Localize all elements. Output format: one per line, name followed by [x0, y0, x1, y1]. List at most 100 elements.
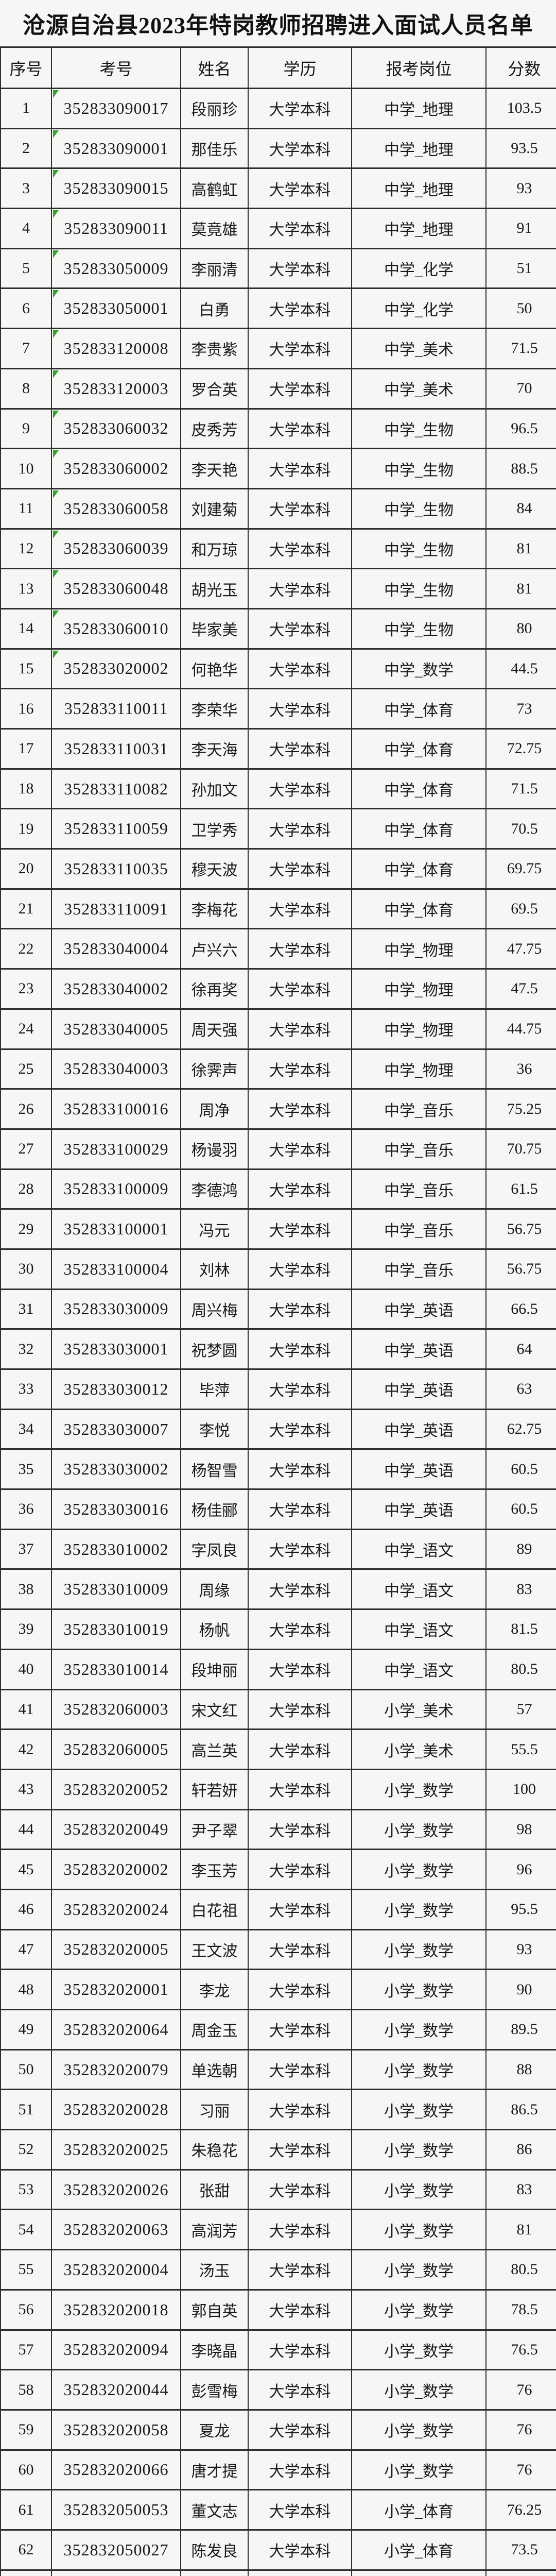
cell-seq: 15: [0, 648, 52, 690]
column-header-position: 报考岗位: [351, 46, 486, 89]
cell-education: 大学本科: [248, 448, 352, 489]
cell-education: 大学本科: [248, 2129, 352, 2171]
table-row: 57 352832020094 李晓晶 大学本科 小学_数学 76.5: [0, 2329, 556, 2371]
cell-name: 刘建菊: [180, 487, 249, 530]
cell-seq: 57: [0, 2329, 52, 2371]
cell-education: 大学本科: [248, 1008, 352, 1050]
cell-education: 大学本科: [248, 167, 352, 210]
cell-score: 60.5: [485, 1488, 556, 1530]
table-row: 42 352832060005 高兰英 大学本科 小学_美术 55.5: [0, 1728, 556, 1770]
cell-score: 88.5: [485, 448, 556, 489]
cell-exam-no: 352832060003: [51, 1688, 181, 1731]
cell-name: 李天艳: [180, 448, 249, 489]
cell-exam-no: 352833110011: [51, 688, 181, 730]
cell-exam-no: 352833110059: [51, 808, 181, 850]
cell-position: 小学_数学: [351, 2249, 486, 2291]
table-row: 33 352833030012 毕萍 大学本科 中学_英语 63: [0, 1368, 556, 1410]
cell-name: 李玉芳: [180, 1849, 249, 1890]
cell-education: 大学本科: [248, 2089, 352, 2131]
cell-score: 73.5: [485, 2529, 556, 2571]
cell-name: 和万琼: [180, 528, 249, 570]
cell-position: 小学_数学: [351, 2089, 486, 2131]
cell-position: 中学_英语: [351, 1408, 486, 1450]
cell-exam-no: 352833090001: [51, 127, 181, 170]
cell-seq: 46: [0, 1888, 52, 1930]
cell-education: 大学本科: [248, 648, 352, 690]
cell-seq: 19: [0, 808, 52, 850]
cell-name: 字凤良: [180, 1528, 249, 1570]
cell-seq: 17: [0, 728, 52, 770]
cell-name: 周缘: [180, 1568, 249, 1611]
table-row: 53 352832020026 张甜 大学本科 小学_数学 83: [0, 2168, 556, 2211]
cell-position: 中学_音乐: [351, 1208, 486, 1250]
cell-seq: 38: [0, 1568, 52, 1611]
cell-exam-no: 352832020024: [51, 1888, 181, 1930]
cell-seq: 22: [0, 928, 52, 970]
cell-name: 高兰英: [180, 1728, 249, 1770]
cell-exam-no: 352833030007: [51, 1408, 181, 1450]
cell-name: 李丽清: [180, 247, 249, 290]
table-row: 48 352832020001 李龙 大学本科 小学_数学 90: [0, 1969, 556, 2010]
cell-name: 尹子翠: [180, 1808, 249, 1851]
cell-education: 大学本科: [248, 2168, 352, 2211]
cell-score: 81: [485, 568, 556, 609]
cell-score: 62.75: [485, 1408, 556, 1450]
cell-score: 76.25: [485, 2489, 556, 2531]
cell-seq: 53: [0, 2168, 52, 2211]
cell-seq: 47: [0, 1928, 52, 1971]
cell-exam-no: 352832020094: [51, 2329, 181, 2371]
table-row: 19 352833110059 卫学秀 大学本科 中学_体育 70.5: [0, 808, 556, 850]
cell-position: 小学_数学: [351, 2168, 486, 2211]
cell-name: 段坤丽: [180, 1648, 249, 1690]
page-title: 沧源自治县2023年特岗教师招聘进入面试人员名单: [23, 13, 533, 38]
cell-score: 55.5: [485, 1728, 556, 1770]
cell-position: 中学_物理: [351, 1008, 486, 1050]
cell-seq: 40: [0, 1648, 52, 1690]
cell-position: 小学_体育: [351, 2569, 486, 2576]
cell-seq: 23: [0, 968, 52, 1010]
cell-exam-no: 352833120008: [51, 328, 181, 369]
table-row: 46 352832020024 白花祖 大学本科 小学_数学 95.5: [0, 1888, 556, 1930]
cell-position: 小学_数学: [351, 2129, 486, 2171]
cell-education: 大学本科: [248, 848, 352, 890]
cell-exam-no: 352833120003: [51, 367, 181, 410]
table-row: 50 352832020079 单选朝 大学本科 小学_数学 88: [0, 2048, 556, 2091]
cell-name: 周兴梅: [180, 1288, 249, 1330]
cell-position: 小学_数学: [351, 2209, 486, 2251]
table-row: 12 352833060039 和万琼 大学本科 中学_生物 81: [0, 528, 556, 570]
table-row: 11 352833060058 刘建菊 大学本科 中学_生物 84: [0, 487, 556, 530]
cell-seq: 52: [0, 2129, 52, 2171]
cell-score: 86.5: [485, 2089, 556, 2131]
cell-education: 大学本科: [248, 968, 352, 1010]
cell-education: 大学本科: [248, 568, 352, 609]
cell-exam-no: 352832020058: [51, 2409, 181, 2451]
cell-seq: 50: [0, 2048, 52, 2091]
cell-education: 大学本科: [248, 2048, 352, 2091]
column-header-score: 分数: [485, 46, 556, 89]
cell-position: 中学_音乐: [351, 1128, 486, 1170]
cell-position: 中学_地理: [351, 127, 486, 170]
table-row: 58 352832020044 彭雪梅 大学本科 小学_数学 76: [0, 2369, 556, 2411]
cell-name: 周净: [180, 1088, 249, 1130]
cell-education: 大学本科: [248, 2529, 352, 2571]
cell-position: 中学_英语: [351, 1448, 486, 1490]
cell-name: 胡光玉: [180, 568, 249, 609]
cell-education: 大学本科: [248, 1208, 352, 1250]
cell-education: 大学本科: [248, 2289, 352, 2331]
cell-exam-no: 352832050056: [51, 2569, 181, 2576]
cell-seq: 12: [0, 528, 52, 570]
cell-position: 中学_语文: [351, 1528, 486, 1570]
candidate-table: 序号 考号 姓名 学历 报考岗位 分数 1 352833090017 段丽珍 大学本科 中学_地理…: [0, 46, 556, 2576]
cell-exam-no: 352833100001: [51, 1208, 181, 1250]
cell-education: 大学本科: [248, 2249, 352, 2291]
cell-score: 60.5: [485, 1448, 556, 1490]
cell-score: 73: [485, 688, 556, 730]
cell-score: 100: [485, 1768, 556, 1810]
cell-name: 陈发良: [180, 2529, 249, 2571]
cell-name: 李梅花: [180, 888, 249, 930]
cell-seq: 49: [0, 2009, 52, 2050]
cell-exam-no: 352833090017: [51, 88, 181, 129]
cell-exam-no: 352833060010: [51, 607, 181, 650]
cell-score: 83: [485, 2168, 556, 2211]
